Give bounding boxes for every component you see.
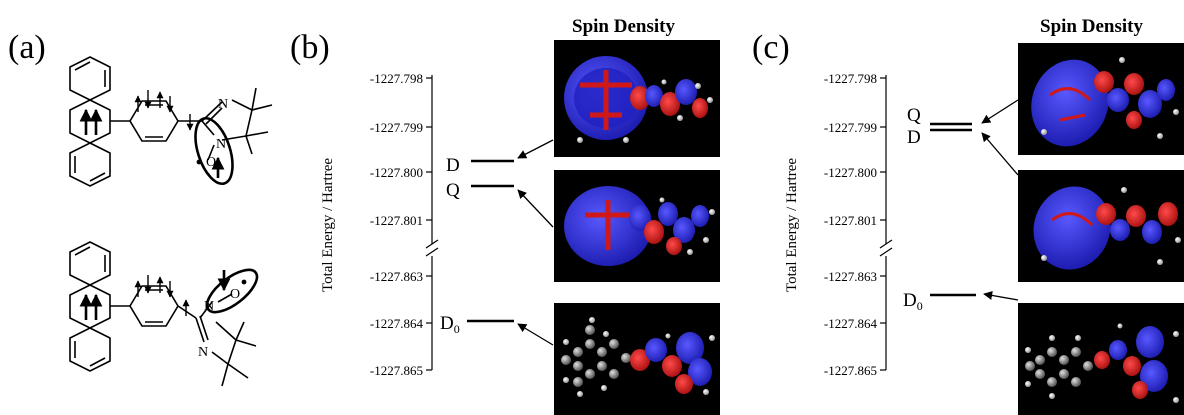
tick-label: -1227.865 — [824, 363, 877, 378]
structure-top — [69, 56, 273, 187]
spin-arrows-top — [79, 108, 225, 178]
tick-label: -1227.863 — [370, 269, 423, 284]
structure-bottom — [69, 241, 259, 387]
tick-label: -1227.798 — [824, 71, 877, 86]
panel-b-level-d0-label: D0 — [440, 313, 460, 336]
panel-c-arrow-d — [981, 132, 1019, 176]
tick-label: -1227.801 — [370, 213, 423, 228]
tick-label: -1227.864 — [824, 316, 878, 331]
atom-o-top: O — [206, 155, 216, 170]
panel-c-spin-image-q — [1018, 43, 1184, 155]
radical-dot-bottom — [241, 279, 247, 285]
panel-b-spin-image-q — [554, 170, 720, 282]
tick-label: -1227.864 — [370, 316, 424, 331]
panel-c-label: (c) — [752, 29, 790, 66]
panel-b-yaxis-label: Total Energy / Hartree — [320, 158, 336, 292]
panel-c-level-d0-label: D0 — [903, 290, 923, 313]
atom-n-top-2: N — [216, 137, 226, 152]
phenyl-bond-arrows-top — [134, 90, 194, 131]
tick-label: -1227.800 — [370, 165, 423, 180]
spin-arrows-bottom — [79, 270, 231, 320]
radical-dot-top — [196, 159, 202, 165]
panel-c-level-q-label: Q — [907, 105, 921, 126]
panel-b-spin-image-d0 — [554, 303, 720, 415]
atom-n-bottom-2: N — [198, 345, 208, 360]
panel-c-arrow-d0 — [983, 290, 1019, 301]
panel-c: (c) Spin Density Total Energy / Hartree … — [752, 16, 1184, 415]
panel-b-tick-labels: -1227.798 -1227.799 -1227.800 -1227.801 … — [370, 71, 424, 378]
panel-b-level-q-label: Q — [446, 180, 460, 201]
atom-o-bottom: O — [230, 287, 240, 302]
phenyl-bond-arrows-bottom — [134, 275, 190, 316]
panel-c-arrow-q — [981, 99, 1019, 124]
panel-c-level-d-label: D — [907, 127, 921, 148]
panel-b: (b) Spin Density Total Energy / Hartree … — [290, 16, 720, 415]
tick-label: -1227.799 — [370, 120, 423, 135]
tick-label: -1227.801 — [824, 213, 877, 228]
panel-c-yaxis-label: Total Energy / Hartree — [784, 158, 800, 292]
panel-b-label: (b) — [290, 29, 330, 66]
atom-n-top-1: N — [218, 97, 228, 112]
tick-label: -1227.799 — [824, 120, 877, 135]
panel-c-spin-image-d — [1018, 170, 1184, 282]
panel-a: (a) — [8, 29, 273, 387]
panel-b-level-d-label: D — [446, 155, 460, 176]
panel-c-spin-image-d0 — [1018, 303, 1184, 415]
panel-b-spin-image-d — [554, 40, 720, 157]
atom-n-bottom-1: N — [204, 299, 214, 314]
tick-label: -1227.863 — [824, 269, 877, 284]
panel-b-spin-title: Spin Density — [572, 16, 675, 37]
panel-b-axis — [425, 75, 439, 371]
panel-b-arrow-d — [517, 139, 554, 159]
tick-label: -1227.865 — [370, 363, 423, 378]
panel-b-arrow-d0 — [517, 323, 554, 346]
tick-label: -1227.798 — [370, 71, 423, 86]
panel-c-axis — [879, 75, 893, 371]
panel-a-label: (a) — [8, 29, 46, 66]
panel-b-arrow-q — [517, 189, 554, 228]
panel-c-tick-labels: -1227.798 -1227.799 -1227.800 -1227.801 … — [824, 71, 878, 378]
tick-label: -1227.800 — [824, 165, 877, 180]
panel-c-spin-title: Spin Density — [1040, 16, 1143, 37]
